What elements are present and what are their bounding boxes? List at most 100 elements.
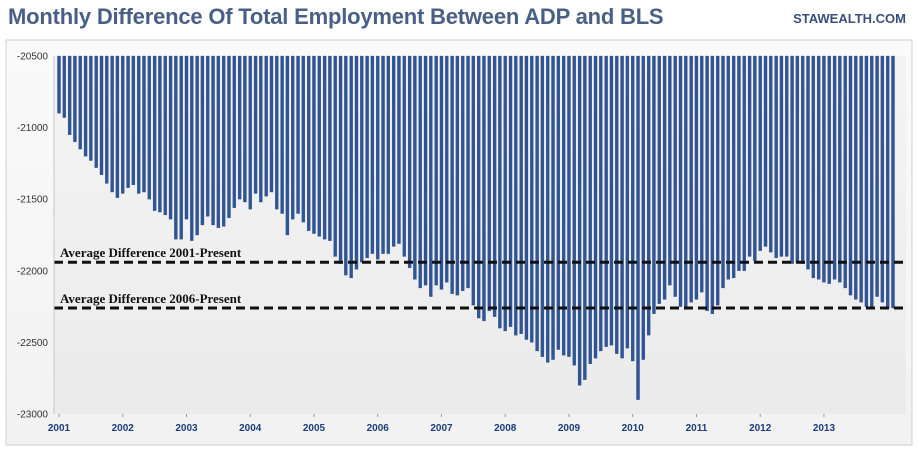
y-tick-label: -21000 [17, 123, 49, 134]
bar [737, 55, 741, 271]
bar [195, 55, 199, 236]
bar [110, 55, 114, 193]
bar [870, 55, 874, 309]
bar [875, 55, 879, 297]
bar [391, 55, 396, 247]
bar [567, 55, 571, 357]
bar [716, 55, 720, 306]
bar [131, 55, 136, 186]
bar [652, 55, 656, 314]
x-tick-label: 2004 [239, 423, 262, 434]
bar [785, 55, 789, 257]
bar [370, 55, 375, 254]
bar [556, 55, 561, 350]
bar [206, 55, 210, 217]
bar [795, 55, 800, 263]
x-tick-label: 2002 [112, 423, 135, 434]
bar [838, 55, 842, 283]
bar [94, 55, 98, 168]
bar [259, 55, 263, 203]
bar [307, 55, 311, 231]
bar [158, 55, 162, 213]
bar [78, 55, 82, 150]
bar [386, 55, 391, 254]
x-tick-label: 2007 [430, 423, 453, 434]
bar [184, 55, 189, 220]
bar [535, 55, 539, 352]
bar [615, 55, 619, 354]
bar [248, 55, 252, 210]
bar [280, 55, 284, 214]
bar [360, 55, 364, 263]
bar [524, 55, 529, 340]
bar [317, 55, 321, 237]
bar [397, 55, 401, 244]
bar [264, 55, 268, 197]
bar [508, 55, 513, 327]
bar [731, 55, 736, 279]
bar [275, 55, 279, 210]
x-tick-label: 2011 [686, 423, 708, 434]
bar [811, 55, 815, 279]
bar [105, 55, 109, 184]
bar [407, 55, 412, 269]
bar [641, 55, 645, 360]
x-tick-label: 2001 [48, 423, 71, 434]
bar [742, 55, 746, 271]
bar [423, 55, 428, 286]
bar [471, 55, 476, 306]
bar [237, 55, 242, 200]
bar [381, 55, 385, 254]
bar [222, 55, 226, 227]
bar [572, 55, 576, 366]
bar [450, 55, 454, 294]
bar [291, 55, 295, 220]
bar [668, 55, 672, 286]
bar [848, 55, 853, 296]
bar [402, 55, 406, 257]
bar [822, 55, 826, 283]
bar [211, 55, 215, 226]
bar [163, 55, 167, 216]
bar [179, 55, 183, 240]
bar [631, 55, 635, 362]
y-tick-label: -20500 [17, 52, 49, 63]
bar [200, 55, 205, 226]
bar [625, 55, 630, 349]
bar [73, 55, 77, 143]
bar [418, 55, 422, 289]
x-tick-label: 2005 [303, 423, 326, 434]
bar [747, 55, 752, 257]
bar [657, 55, 661, 304]
bar [546, 55, 550, 363]
bar [487, 55, 491, 312]
bar [779, 55, 784, 257]
bar [891, 55, 895, 309]
x-tick-label: 2006 [367, 423, 390, 434]
x-tick-label: 2010 [622, 423, 645, 434]
bar [774, 55, 778, 259]
bar [232, 55, 236, 208]
bar [577, 55, 582, 386]
y-tick-label: -22500 [17, 338, 49, 349]
bar [864, 55, 869, 307]
bar [365, 55, 369, 259]
bar [620, 55, 624, 359]
bar [561, 55, 566, 356]
bar [121, 55, 125, 194]
bar [322, 55, 327, 240]
bar [57, 55, 61, 114]
bar [67, 55, 72, 135]
bar [684, 55, 688, 310]
bar [498, 55, 502, 329]
bar [328, 55, 332, 241]
bar [530, 55, 534, 343]
bar [758, 55, 762, 251]
bar [519, 55, 523, 334]
brand-label: STAWEALTH.COM [793, 11, 906, 26]
bar [816, 55, 821, 280]
bar [354, 55, 359, 270]
bar [583, 55, 587, 380]
bar [461, 55, 465, 291]
average-line-label-1: Average Difference 2001-Present [60, 245, 242, 260]
